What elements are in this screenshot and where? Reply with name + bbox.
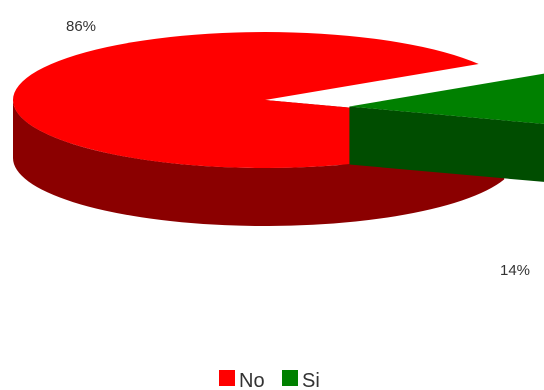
slice-no-side (12, 100, 505, 227)
legend-swatch-no (219, 370, 235, 386)
legend-label-no: No (239, 370, 265, 390)
legend-label-si: Si (302, 370, 320, 390)
data-label-si: 14% (500, 262, 530, 279)
data-label-no: 86% (66, 18, 96, 35)
slice-si (349, 73, 544, 182)
legend-swatch-si (282, 370, 298, 386)
legend: No Si (219, 370, 320, 390)
slice-si-front-wall (349, 106, 544, 182)
slice-si-top (349, 73, 544, 124)
